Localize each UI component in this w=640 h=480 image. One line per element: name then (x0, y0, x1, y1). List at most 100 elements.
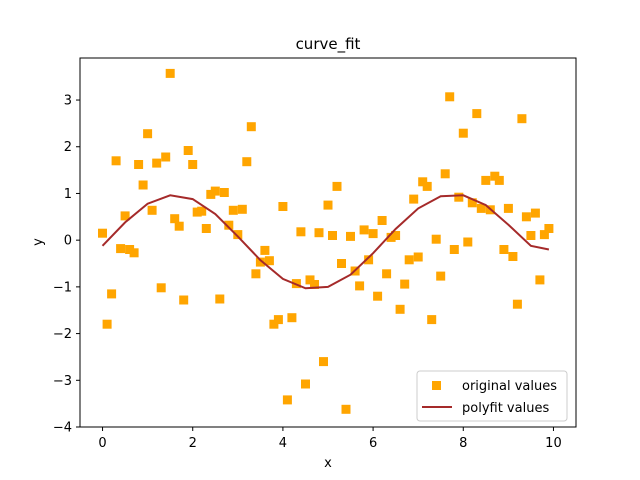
y-tick-label: −4 (53, 421, 72, 436)
original-value-marker (273, 315, 283, 325)
original-value-marker (201, 224, 211, 233)
original-value-marker (499, 245, 509, 254)
x-tick-label: 10 (545, 436, 562, 451)
y-tick-label: −2 (53, 327, 72, 342)
original-value-marker (377, 216, 387, 225)
x-tick-label: 4 (279, 436, 287, 451)
original-value-marker (319, 357, 328, 367)
original-value-marker (454, 192, 464, 202)
original-value-marker (337, 259, 346, 268)
original-value-marker (264, 256, 274, 266)
original-value-marker (282, 395, 292, 405)
original-value-marker (183, 146, 193, 155)
chart-title: curve_fit (296, 35, 361, 54)
original-value-marker (255, 257, 265, 267)
original-value-marker (445, 92, 455, 102)
original-value-marker (224, 220, 234, 230)
original-value-marker (323, 200, 333, 210)
y-tick-label: −1 (53, 280, 72, 295)
original-value-marker (364, 255, 374, 265)
x-tick-label: 6 (369, 436, 377, 451)
original-value-marker (129, 248, 139, 258)
original-value-marker (382, 269, 392, 279)
original-value-marker (332, 181, 342, 191)
y-tick-label: 1 (64, 187, 72, 202)
legend-label-original-values: original values (462, 379, 557, 394)
original-value-marker (359, 225, 369, 235)
original-value-marker (215, 294, 225, 304)
original-value-marker (134, 160, 144, 169)
original-value-marker (526, 231, 536, 240)
original-value-marker (278, 202, 288, 211)
original-value-marker (463, 237, 473, 247)
original-value-marker (116, 244, 126, 254)
original-value-marker (188, 160, 198, 169)
original-value-marker (467, 198, 477, 208)
original-value-marker (138, 180, 148, 190)
axes-frame (79, 57, 577, 428)
y-axis-label: y (31, 238, 46, 246)
x-tick-label: 0 (98, 436, 106, 451)
original-value-marker (395, 304, 405, 314)
original-value-marker (458, 128, 468, 138)
original-value-marker (503, 203, 513, 213)
y-tick-label: 3 (64, 94, 72, 109)
original-value-marker (301, 379, 310, 389)
original-value-marker (233, 230, 243, 240)
axis-ticks: 0 2 4 6 8 10 −4 −3 −2 −1 0 1 2 3 (53, 94, 562, 451)
original-value-marker (269, 319, 279, 329)
original-value-marker (431, 234, 441, 244)
original-value-marker (219, 188, 229, 197)
original-value-marker (422, 181, 432, 191)
original-value-marker (296, 227, 306, 237)
original-value-marker (242, 157, 252, 167)
original-value-marker (391, 231, 401, 240)
original-value-marker (404, 255, 414, 265)
y-tick-label: 0 (64, 234, 72, 249)
original-value-marker (170, 214, 180, 224)
original-value-marker (152, 158, 162, 168)
x-axis-label: x (324, 456, 332, 471)
original-value-marker (409, 194, 419, 204)
x-tick-label: 8 (459, 436, 467, 451)
original-value-marker (179, 295, 189, 305)
original-value-marker (107, 289, 117, 299)
original-value-marker (346, 231, 355, 241)
legend-square-marker-icon (432, 381, 441, 390)
original-value-marker (418, 177, 428, 187)
original-value-marker (156, 283, 166, 293)
original-value-marker (427, 315, 437, 325)
original-value-marker (305, 275, 315, 285)
original-value-marker (143, 129, 153, 139)
original-value-marker (476, 203, 486, 213)
original-value-marker (481, 175, 491, 185)
x-tick-label: 2 (189, 436, 197, 451)
legend-label-polyfit-values: polyfit values (462, 401, 549, 416)
original-value-marker (508, 252, 518, 261)
original-value-marker (328, 231, 337, 240)
original-value-marker (512, 299, 522, 309)
original-value-marker (310, 280, 319, 289)
original-value-marker (210, 186, 220, 196)
original-value-marker (161, 152, 171, 162)
original-value-marker (494, 175, 504, 185)
original-value-marker (102, 319, 112, 329)
original-value-marker (440, 169, 450, 179)
legend: original values polyfit values (416, 370, 568, 422)
original-value-marker (535, 275, 545, 285)
original-value-marker (98, 228, 107, 238)
original-value-marker (472, 109, 482, 119)
original-value-marker (341, 404, 351, 414)
original-value-marker (174, 221, 184, 231)
original-value-marker (517, 114, 527, 124)
original-value-marker (539, 230, 549, 240)
original-value-marker (251, 269, 261, 279)
plot-area (98, 68, 554, 414)
original-value-marker (287, 313, 297, 323)
legend-box (416, 370, 568, 422)
original-value-marker (530, 208, 540, 218)
original-value-marker (260, 245, 270, 255)
original-value-marker (111, 156, 121, 166)
original-value-marker (246, 122, 256, 132)
